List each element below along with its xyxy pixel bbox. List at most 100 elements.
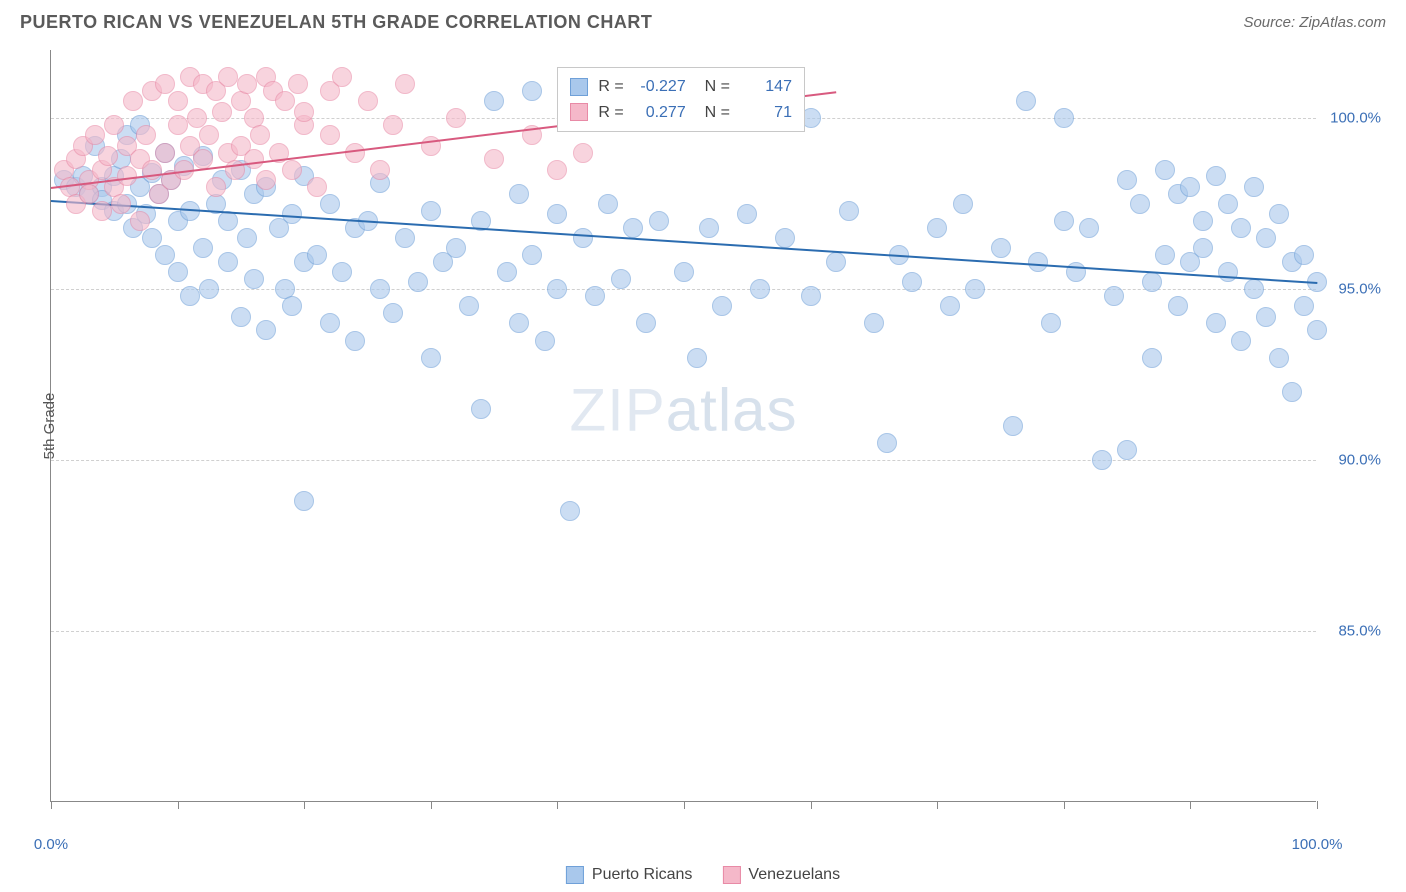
scatter-point [446,238,466,258]
scatter-point [459,296,479,316]
scatter-point [358,91,378,111]
gridline-h [51,289,1316,290]
scatter-point [1130,194,1150,214]
scatter-point [522,81,542,101]
scatter-point [136,125,156,145]
y-tick-label: 90.0% [1338,452,1381,469]
scatter-point [155,143,175,163]
x-tick [431,801,432,809]
scatter-point [332,262,352,282]
scatter-point [839,201,859,221]
scatter-point [370,160,390,180]
scatter-point [1054,211,1074,231]
scatter-point [206,177,226,197]
scatter-point [446,108,466,128]
scatter-point [256,170,276,190]
legend-swatch [570,78,588,96]
scatter-point [1142,272,1162,292]
scatter-point [484,149,504,169]
scatter-point [244,149,264,169]
scatter-point [1294,245,1314,265]
scatter-point [320,125,340,145]
legend-stats-row: R =0.277 N =71 [570,100,792,126]
x-tick [178,801,179,809]
legend-stats: R =-0.227 N =147R =0.277 N =71 [557,67,805,132]
x-tick [937,801,938,809]
scatter-point [1180,177,1200,197]
scatter-point [1218,262,1238,282]
scatter-point [142,228,162,248]
scatter-point [307,245,327,265]
legend-n-value: 71 [740,100,792,126]
scatter-point [1003,416,1023,436]
legend-r-label: R = [598,74,623,100]
scatter-point [1155,160,1175,180]
scatter-point [288,74,308,94]
scatter-point [98,146,118,166]
scatter-point [699,218,719,238]
scatter-point [636,313,656,333]
scatter-point [92,201,112,221]
legend-item: Puerto Ricans [566,866,693,884]
scatter-point [737,204,757,224]
scatter-point [237,74,257,94]
scatter-point [244,269,264,289]
scatter-point [199,125,219,145]
scatter-point [522,245,542,265]
scatter-point [509,313,529,333]
legend-r-label: R = [598,100,623,126]
scatter-point [1117,170,1137,190]
scatter-point [1016,91,1036,111]
scatter-point [231,307,251,327]
scatter-point [1104,286,1124,306]
scatter-point [111,194,131,214]
legend-swatch [722,866,740,884]
scatter-point [250,125,270,145]
scatter-point [307,177,327,197]
scatter-point [687,348,707,368]
scatter-point [168,262,188,282]
chart-title: PUERTO RICAN VS VENEZUELAN 5TH GRADE COR… [20,12,652,33]
scatter-point [497,262,517,282]
scatter-point [395,74,415,94]
scatter-point [775,228,795,248]
scatter-point [282,296,302,316]
scatter-point [1054,108,1074,128]
scatter-point [1206,313,1226,333]
scatter-point [383,115,403,135]
scatter-point [282,160,302,180]
scatter-point [421,348,441,368]
scatter-point [965,279,985,299]
x-tick [1317,801,1318,809]
legend-r-value: -0.227 [634,74,686,100]
scatter-point [421,136,441,156]
x-tick [811,801,812,809]
scatter-point [1193,238,1213,258]
scatter-point [395,228,415,248]
legend-stats-row: R =-0.227 N =147 [570,74,792,100]
y-tick-label: 100.0% [1330,110,1381,127]
scatter-point [231,91,251,111]
scatter-point [674,262,694,282]
scatter-point [85,125,105,145]
scatter-point [1269,348,1289,368]
scatter-point [877,433,897,453]
scatter-point [1256,307,1276,327]
scatter-point [294,491,314,511]
y-tick-label: 85.0% [1338,623,1381,640]
scatter-point [927,218,947,238]
y-tick-label: 95.0% [1338,281,1381,298]
scatter-point [168,91,188,111]
scatter-point [547,279,567,299]
scatter-point [573,143,593,163]
scatter-point [218,252,238,272]
scatter-point [1206,166,1226,186]
scatter-point [953,194,973,214]
legend-label: Puerto Ricans [592,866,693,884]
scatter-point [509,184,529,204]
scatter-point [585,286,605,306]
scatter-point [1269,204,1289,224]
scatter-point [370,279,390,299]
scatter-point [801,286,821,306]
legend-n-value: 147 [740,74,792,100]
